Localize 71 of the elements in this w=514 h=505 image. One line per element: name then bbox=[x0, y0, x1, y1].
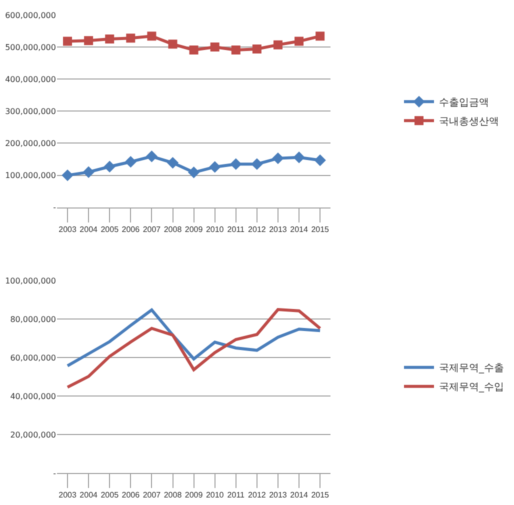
line-series bbox=[66, 308, 322, 368]
x-tick-label: 2011 bbox=[227, 224, 246, 234]
x-tick-label: 2008 bbox=[164, 224, 182, 234]
x-tick-label: 2013 bbox=[269, 490, 288, 500]
point bbox=[104, 160, 116, 172]
point bbox=[105, 34, 114, 44]
point bbox=[314, 154, 326, 166]
x-tick-label: 2011 bbox=[227, 490, 246, 500]
legend-label: 국제무역_수출 bbox=[439, 363, 504, 374]
y-tick-label: 100,000,000 bbox=[5, 171, 56, 180]
y-tick-label: 500,000,000 bbox=[5, 42, 56, 52]
point bbox=[252, 44, 262, 54]
y-tick-label: - bbox=[53, 203, 56, 212]
y-tick-label: 100,000,000 bbox=[5, 276, 56, 286]
x-tick-label: 2005 bbox=[100, 224, 120, 234]
legend-label: 수출입금액 bbox=[439, 98, 489, 109]
point bbox=[146, 150, 158, 162]
point bbox=[293, 152, 305, 164]
point bbox=[230, 158, 242, 170]
point bbox=[82, 166, 94, 178]
x-tick-label: 2010 bbox=[206, 490, 224, 500]
x-tick-label: 2012 bbox=[248, 224, 266, 234]
x-tick-label: 2009 bbox=[184, 224, 204, 234]
x-tick-label: 2014 bbox=[290, 224, 308, 234]
x-tick-label: 2009 bbox=[184, 490, 204, 500]
x-tick-label: 2003 bbox=[58, 224, 77, 234]
point bbox=[209, 161, 221, 173]
point bbox=[189, 45, 198, 54]
point bbox=[124, 156, 137, 168]
point bbox=[62, 169, 74, 182]
x-tick-label: 2004 bbox=[80, 490, 98, 500]
point bbox=[273, 40, 282, 50]
x-tick-label: 2003 bbox=[58, 490, 77, 500]
x-tick-label: 2004 bbox=[80, 224, 98, 234]
y-tick-label: 600,000,000 bbox=[5, 10, 56, 20]
point bbox=[147, 32, 156, 41]
point bbox=[188, 166, 200, 178]
y-tick-label: 200,000,000 bbox=[5, 139, 56, 148]
x-tick-label: 2015 bbox=[311, 224, 330, 234]
x-tick-label: 2013 bbox=[269, 224, 288, 234]
y-tick-label: 300,000,000 bbox=[5, 106, 56, 116]
point bbox=[168, 40, 178, 49]
x-tick-label: 2007 bbox=[142, 224, 162, 234]
x-tick-label: 2005 bbox=[100, 490, 120, 500]
y-tick-label: 400,000,000 bbox=[5, 74, 56, 84]
x-tick-label: 2012 bbox=[248, 490, 266, 500]
x-tick-label: 2015 bbox=[311, 490, 330, 500]
point bbox=[84, 36, 94, 46]
point bbox=[272, 152, 284, 164]
y-tick-label: - bbox=[53, 468, 56, 478]
point bbox=[251, 158, 263, 170]
y-tick-label: 40,000,000 bbox=[10, 392, 56, 401]
line-series bbox=[66, 308, 322, 389]
point bbox=[316, 32, 325, 41]
x-tick-label: 2008 bbox=[164, 490, 182, 500]
point bbox=[126, 34, 136, 43]
x-tick-label: 2007 bbox=[142, 490, 162, 500]
y-tick-label: 20,000,000 bbox=[10, 430, 56, 440]
x-tick-label: 2006 bbox=[122, 490, 140, 500]
y-tick-label: 60,000,000 bbox=[10, 353, 56, 362]
legend-label: 국제무역_수입 bbox=[439, 382, 504, 394]
y-tick-label: 80,000,000 bbox=[10, 314, 56, 324]
point bbox=[231, 45, 240, 54]
legend-label: 국내총생산액 bbox=[439, 116, 499, 128]
x-tick-label: 2014 bbox=[290, 490, 308, 500]
point bbox=[166, 156, 179, 169]
x-tick-label: 2010 bbox=[206, 224, 224, 234]
x-tick-label: 2006 bbox=[122, 224, 140, 234]
point bbox=[63, 36, 72, 46]
point bbox=[210, 42, 220, 52]
point bbox=[294, 36, 304, 46]
